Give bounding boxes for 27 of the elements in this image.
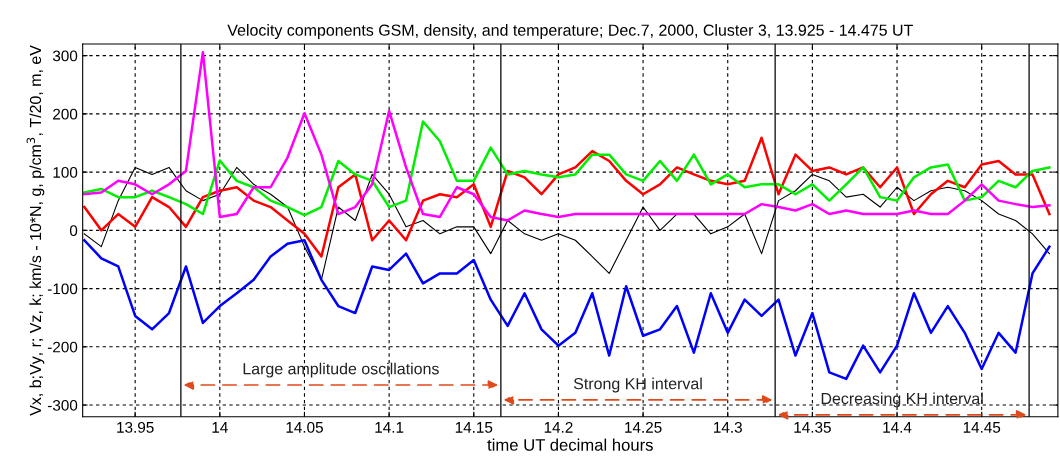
- x-tick-label: 14.05: [286, 421, 323, 433]
- line-series: [83, 136, 1051, 258]
- annotation: Large amplitude oscillations: [243, 362, 439, 378]
- x-tick-label: 14: [212, 422, 228, 433]
- x-tick-label: 14.35: [794, 421, 831, 433]
- x-tick-label: 14.25: [625, 421, 662, 433]
- x-tick-label: 14.3: [714, 421, 742, 433]
- y-tick-label: -300: [47, 399, 78, 411]
- x-tick-label: 13.95: [117, 421, 154, 433]
- line-series: [83, 50, 1051, 222]
- annotation: Strong KH interval: [573, 377, 702, 393]
- x-tick-label: 14.2: [544, 421, 573, 433]
- x-tick-label: 14.1: [375, 422, 404, 433]
- y-tick-label: 300: [52, 50, 78, 62]
- x-tick-label: 14.45: [963, 422, 1001, 433]
- annotation: Decreasing KH interval: [821, 392, 983, 408]
- y-tick-label: -200: [47, 341, 78, 353]
- y-axis-title: Vx, b;Vy, r; Vz, k; km/s - 10*N, g, p/cm$^{3}$, T/20, m, eV: [26, 45, 45, 416]
- y-tick-label: 200: [53, 108, 78, 120]
- line-series: [83, 120, 1051, 217]
- y-tick-label: 100: [53, 166, 78, 178]
- chart-title: Velocity components GSM, density, and temperature; Dec.7, 2000, Cluster 3, 13.925 - 14.475 UT: [227, 24, 913, 39]
- y-tick-label: 0: [69, 225, 78, 237]
- y-tick-label: -100: [47, 283, 78, 295]
- x-axis-title: time UT decimal hours: [487, 438, 653, 451]
- x-tick-label: 14.15: [455, 422, 493, 433]
- x-tick-label: 14.4: [883, 422, 912, 433]
